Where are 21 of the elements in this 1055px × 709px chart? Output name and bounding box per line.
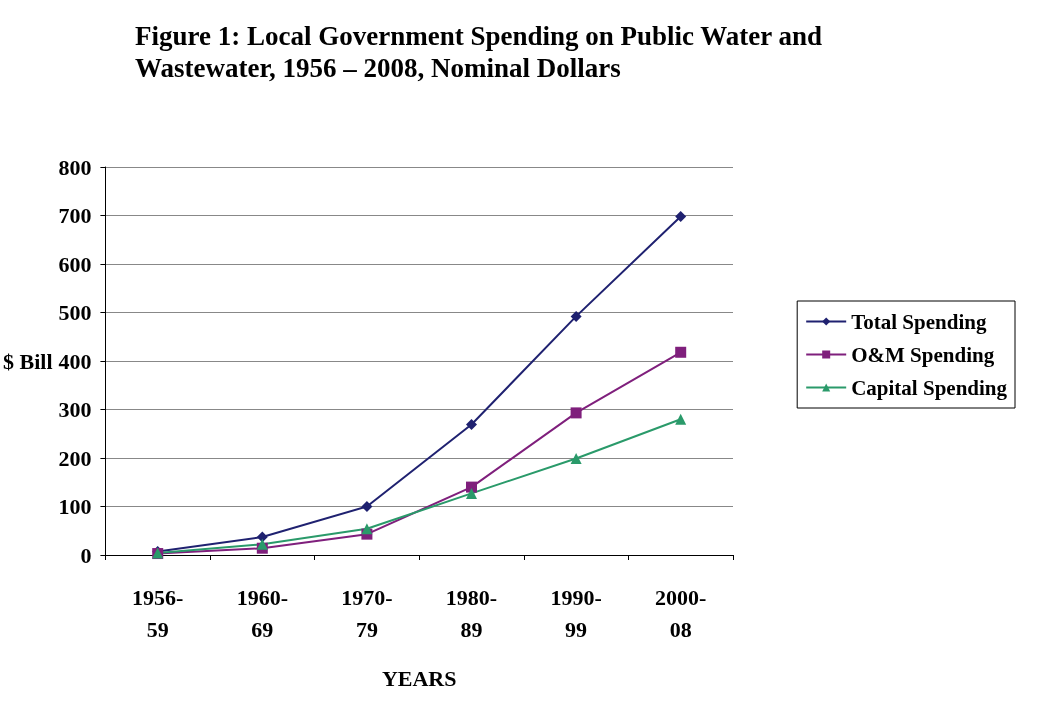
chart-title: Figure 1: Local Government Spending on Public Water and Wastewater, 1956 – 2008, Nominal Dollars bbox=[135, 21, 829, 83]
legend-label: Capital Spending bbox=[851, 375, 1008, 400]
x-tick-label: 1956-59 bbox=[132, 584, 184, 642]
y-tick-label: 200 bbox=[58, 445, 92, 471]
y-tick-label: 300 bbox=[58, 397, 92, 422]
legend-label: Total Spending bbox=[851, 309, 987, 334]
x-axis-title: YEARS bbox=[381, 665, 457, 691]
y-tick-label: 600 bbox=[58, 251, 92, 277]
x-tick-label: 1980-89 bbox=[445, 584, 498, 642]
x-tick-label: 1970-79 bbox=[341, 584, 393, 642]
y-tick-label: 400 bbox=[58, 348, 92, 374]
x-tick-label: 1960-69 bbox=[236, 584, 288, 642]
y-tick-label: 800 bbox=[58, 154, 92, 180]
y-axis-title: $ Bill bbox=[3, 348, 53, 374]
x-tick-label: 2000-08 bbox=[655, 584, 707, 642]
y-tick-label: 0 bbox=[80, 542, 92, 568]
x-tick-label: 1990-99 bbox=[550, 584, 602, 642]
legend-label: O&M Spending bbox=[851, 342, 995, 367]
y-tick-label: 100 bbox=[58, 494, 92, 519]
y-tick-label: 700 bbox=[58, 203, 92, 228]
y-tick-label: 500 bbox=[58, 300, 92, 325]
